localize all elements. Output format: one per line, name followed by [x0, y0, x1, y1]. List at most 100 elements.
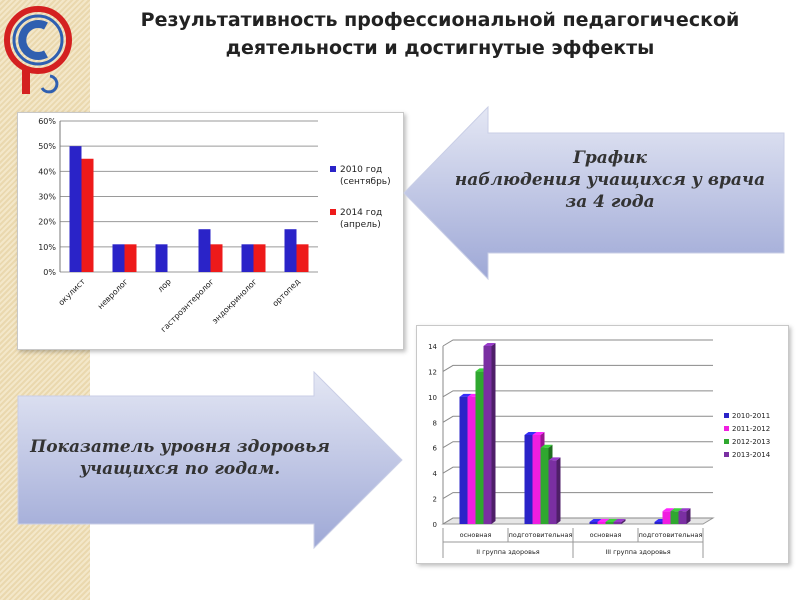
legend-swatch	[724, 413, 729, 418]
bar	[198, 229, 211, 272]
bar-top	[532, 432, 545, 435]
bar	[597, 522, 606, 524]
bar	[124, 244, 137, 272]
bar	[467, 396, 476, 524]
x-category-label: основная	[460, 531, 492, 539]
legend-swatch	[724, 439, 729, 444]
grid-line	[442, 364, 713, 372]
bar	[155, 244, 168, 272]
left-arrow-line-3: за 4 года	[565, 192, 655, 212]
left-arrow-shape	[403, 105, 785, 281]
bar	[112, 244, 125, 272]
y-tick-label: 12	[428, 368, 437, 376]
bar	[532, 435, 541, 524]
x-category-label: эндокринолог	[210, 277, 258, 325]
bar	[524, 435, 533, 524]
title-line-2: деятельности и достигнутые эффекты	[225, 37, 655, 59]
x-category-label: лор	[156, 277, 173, 294]
page-title: Результативность профессиональной педаго…	[84, 6, 796, 62]
doctor-chart: 0%10%20%30%40%50%60%окулист невролог лорга…	[38, 117, 390, 334]
y-tick-label: 14	[428, 343, 437, 351]
bar	[613, 522, 622, 524]
bar	[475, 371, 484, 524]
right-arrow-line-1: Показатель уровня здоровья	[30, 437, 330, 457]
grid-line	[442, 466, 713, 474]
group-label: III группа здоровья	[605, 548, 670, 556]
left-arrow-line-2: наблюдения учащихся у врача	[454, 170, 766, 190]
bar-top	[670, 508, 683, 512]
title-line-1: Результативность профессиональной педаго…	[140, 9, 740, 31]
grid-line	[442, 492, 713, 500]
bar-side	[491, 343, 496, 524]
legend-swatch-2014	[330, 209, 336, 215]
legend-label-2014-line1: 2014 год	[340, 208, 382, 218]
bar-top	[459, 393, 472, 397]
chart-back-wall	[453, 340, 713, 518]
y-tick-label: 20%	[38, 218, 56, 227]
y-tick-label: 0%	[43, 268, 56, 277]
bar	[662, 511, 671, 524]
grid-line	[442, 517, 713, 525]
bar	[548, 460, 557, 524]
bar	[296, 244, 309, 272]
y-tick-label: 40%	[38, 167, 56, 176]
health-group-chart: 0 2 4 6 8 10 12 14 основная подготовительная основ…	[428, 339, 771, 558]
bar-top	[662, 508, 675, 512]
group-label: II группа здоровья	[476, 548, 540, 556]
bar	[605, 522, 614, 524]
bar	[540, 447, 549, 524]
y-tick-label: 8	[433, 419, 437, 427]
y-tick-label: 2	[433, 496, 437, 504]
x-category-label: основная	[590, 531, 622, 539]
grid-line	[442, 390, 713, 398]
y-tick-label: 6	[433, 445, 438, 453]
y-tick-label: 10	[428, 394, 437, 402]
y-tick-label: 10%	[38, 243, 56, 252]
y-tick-label: 30%	[38, 193, 56, 202]
grid-line	[442, 415, 713, 423]
grid-line	[442, 441, 713, 449]
bar	[241, 244, 254, 272]
bar-top	[548, 457, 561, 461]
bar-side	[621, 519, 626, 524]
bar-top	[613, 519, 626, 522]
bar	[81, 158, 94, 272]
x-category-label: подготовительная	[639, 531, 703, 539]
legend-label: 2012-2013	[732, 438, 770, 446]
x-category-label: ортопед	[271, 277, 303, 309]
bar-side	[556, 457, 561, 524]
y-tick-label: 60%	[38, 117, 56, 126]
right-arrow-caption: Показатель уровня здоровья учащихся по г…	[30, 436, 330, 480]
bar	[670, 511, 679, 524]
legend-label-2014-line2: (апрель)	[340, 220, 381, 230]
x-category-label: окулист	[57, 277, 88, 308]
legend-label: 2013-2014	[732, 451, 771, 459]
legend-label-2010-line1: 2010 год	[340, 165, 382, 175]
y-tick-label: 50%	[38, 142, 56, 151]
bar-top	[483, 343, 496, 346]
bar	[210, 244, 223, 272]
y-tick-label: 0	[433, 521, 437, 529]
bar	[459, 396, 468, 524]
grid-line	[442, 339, 713, 347]
doctor-chart-panel: 0% 10% 20% 30% 40% 50% 60% окулист невролог лор га…	[17, 112, 404, 350]
x-category-label: невролог	[96, 277, 130, 311]
left-arrow-caption: График наблюдения учащихся у врача за 4 …	[445, 147, 775, 213]
bar	[678, 511, 687, 524]
bar	[253, 244, 266, 272]
y-tick-label: 4	[433, 470, 438, 478]
right-arrow-shape	[17, 370, 403, 550]
bar	[654, 522, 663, 524]
right-arrow-line-2: учащихся по годам.	[79, 459, 281, 479]
x-category-label: подготовительная	[509, 531, 573, 539]
bar	[69, 146, 82, 272]
bar-top	[540, 444, 553, 448]
logo-icon	[4, 6, 72, 94]
bar-side	[686, 508, 691, 524]
legend-label: 2011-2012	[732, 425, 770, 433]
bar-top	[678, 508, 691, 512]
bar	[284, 229, 297, 272]
bar	[483, 346, 492, 524]
health-group-chart-panel: 0 2 4 6 8 10 12 14 основная подготовительная основ…	[416, 325, 789, 564]
legend-swatch-2010	[330, 166, 336, 172]
